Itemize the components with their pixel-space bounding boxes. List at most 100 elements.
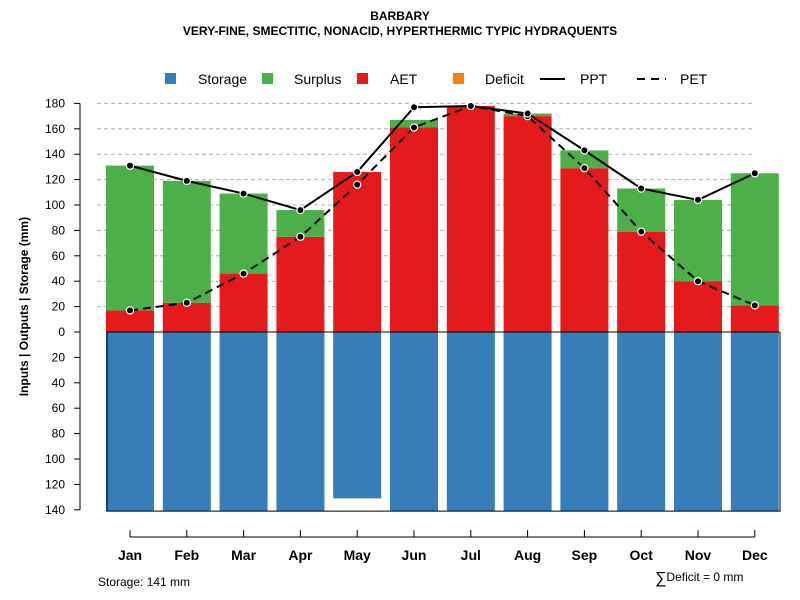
storage-bar [162,332,211,512]
legend-pet-label: PET [680,71,708,87]
pet-point [693,277,703,286]
ppt-point [637,184,646,193]
surplus-bar [617,188,666,232]
pet-point [353,180,362,189]
ppt-point [466,101,475,111]
y-tick-label: 140 [45,503,65,517]
ppt-point [296,205,305,215]
y-tick-label: 80 [52,427,66,441]
legend-deficit-swatch [453,73,464,84]
aet-bar [219,273,268,332]
deficit-total-note: ∑Deficit = 0 mm [655,570,743,588]
aet-bar [333,171,382,332]
storage-bar [730,332,779,512]
storage-frame [106,332,781,512]
ppt-point [125,161,135,170]
y-tick-label: 60 [52,249,66,263]
aet-bar [503,116,552,332]
ppt-point [580,146,589,155]
y-tick-label: 20 [52,350,66,364]
x-tick-label: Jan [118,547,142,563]
x-tick-label: Nov [685,547,712,563]
storage-bar [276,332,325,512]
ppt-point [523,109,532,118]
aet-bar [390,127,438,332]
legend-aet-swatch [357,73,368,84]
deficit-total-text: Deficit = 0 mm [666,570,744,584]
y-tick-label: 120 [45,477,65,491]
aet-bar [276,236,325,332]
storage-bar [446,332,495,512]
storage-bar [106,332,154,512]
y-tick-label: 40 [52,274,66,288]
y-tick-label: 20 [52,300,66,314]
storage-bar [219,332,268,512]
surplus-bar [674,199,722,282]
x-tick-label: Jul [461,547,481,563]
sum-symbol: ∑ [655,570,667,587]
x-tick-label: Oct [630,547,654,563]
y-tick-label: 40 [52,376,66,390]
storage-bar [560,332,609,512]
legend-ppt-label: PPT [580,71,608,87]
x-tick-label: Dec [742,547,768,563]
y-tick-label: 160 [45,122,65,136]
ppt-point [409,103,419,112]
pet-point [239,269,248,278]
y-tick-label: 100 [45,452,65,466]
y-tick-label: 60 [52,401,66,415]
aet-bar [446,105,495,332]
ppt-point [239,189,248,198]
ppt-line [129,104,756,212]
surplus-bar [106,165,154,311]
pet-point [750,301,760,310]
storage-capacity-note: Storage: 141 mm [98,575,191,589]
y-tick-label: 140 [45,147,65,161]
aet-bar [560,168,609,332]
pet-point [296,232,305,241]
y-tick-label: 0 [58,325,65,339]
y-tick-label: 180 [45,96,65,110]
aet-bar [674,281,722,332]
x-tick-label: Apr [288,547,313,563]
legend-deficit-label: Deficit [485,71,524,87]
pet-line [129,104,756,312]
ppt-point [750,169,760,178]
ppt-point [353,167,362,177]
y-tick-label: 80 [52,223,66,237]
x-tick-label: Jun [402,547,427,563]
surplus-bar [730,173,779,306]
storage-bar [674,332,722,512]
y-axis-label: Inputs | Outputs | Storage (mm) [17,217,31,396]
surplus-bar [560,150,609,169]
surplus-bar [219,193,268,274]
ppt-point [182,176,191,186]
legend-storage-label: Storage [198,71,247,87]
pet-point [409,123,419,132]
legend-surplus-label: Surplus [294,71,341,87]
x-tick-label: May [344,547,371,563]
x-tick-label: Sep [572,547,598,563]
storage-bar [390,332,438,512]
storage-bar [503,332,552,512]
aet-bar [617,231,666,332]
x-tick-label: Feb [174,547,199,563]
pet-point [125,306,135,315]
chart-subtitle: VERY-FINE, SMECTITIC, NONACID, HYPERTHER… [182,24,618,38]
y-tick-label: 120 [45,173,65,187]
legend-aet-label: AET [390,71,418,87]
aet-bar [730,305,779,332]
storage-bar [333,332,382,499]
aet-bar [162,302,211,332]
surplus-bar [162,180,211,303]
pet-point [580,163,589,173]
storage-bar [617,332,666,512]
chart-title: BARBARY [370,9,430,23]
legend-surplus-swatch [262,73,273,84]
y-tick-label: 100 [45,198,65,212]
pet-point [182,298,191,307]
x-tick-label: Mar [231,547,256,563]
legend-storage-swatch [165,73,176,84]
aet-bar [106,310,154,332]
